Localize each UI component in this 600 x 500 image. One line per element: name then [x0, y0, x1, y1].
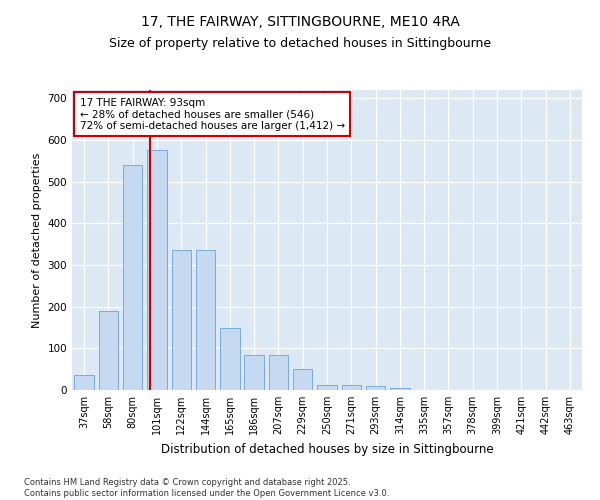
Text: 17, THE FAIRWAY, SITTINGBOURNE, ME10 4RA: 17, THE FAIRWAY, SITTINGBOURNE, ME10 4RA — [140, 15, 460, 29]
Text: 17 THE FAIRWAY: 93sqm
← 28% of detached houses are smaller (546)
72% of semi-det: 17 THE FAIRWAY: 93sqm ← 28% of detached … — [80, 98, 345, 130]
Bar — [196, 250, 215, 390]
Bar — [244, 354, 264, 390]
Bar — [317, 384, 337, 390]
Bar — [123, 165, 142, 390]
Bar — [293, 369, 313, 390]
Y-axis label: Number of detached properties: Number of detached properties — [32, 152, 42, 328]
Bar — [74, 376, 94, 390]
Bar — [220, 328, 239, 390]
Bar — [341, 384, 361, 390]
Text: Size of property relative to detached houses in Sittingbourne: Size of property relative to detached ho… — [109, 38, 491, 51]
Text: Contains HM Land Registry data © Crown copyright and database right 2025.
Contai: Contains HM Land Registry data © Crown c… — [24, 478, 389, 498]
Bar — [99, 311, 118, 390]
Bar — [172, 250, 191, 390]
Bar — [390, 388, 410, 390]
Bar — [147, 150, 167, 390]
X-axis label: Distribution of detached houses by size in Sittingbourne: Distribution of detached houses by size … — [161, 442, 493, 456]
Bar — [269, 354, 288, 390]
Bar — [366, 386, 385, 390]
